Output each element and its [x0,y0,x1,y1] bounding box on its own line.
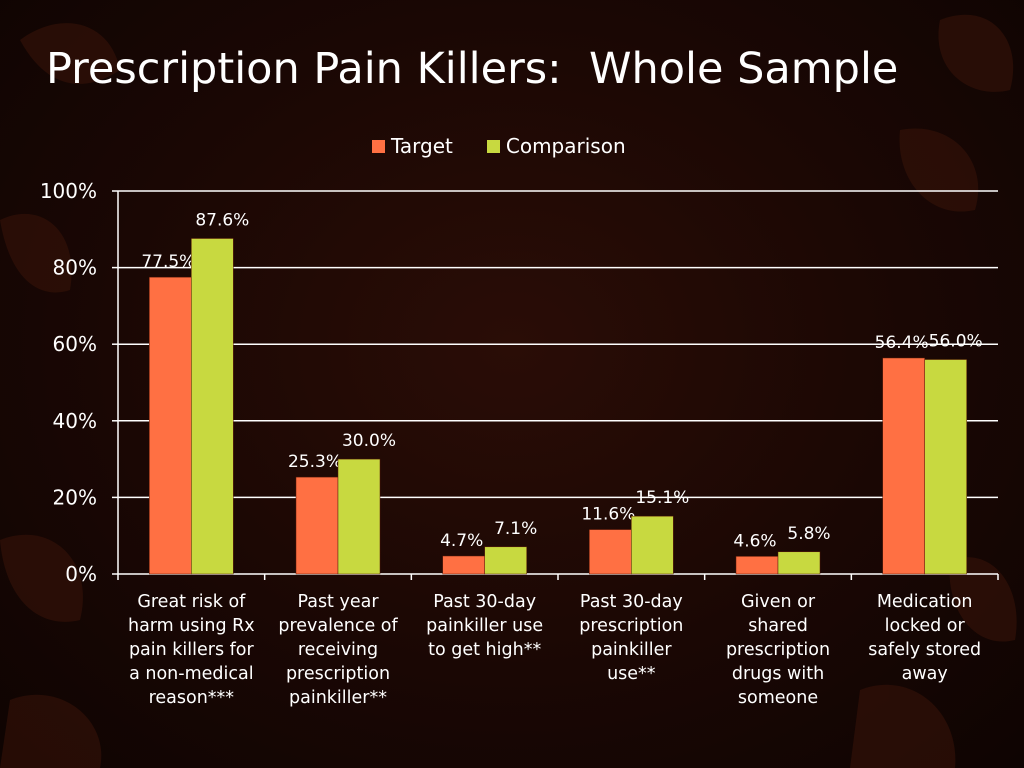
x-category-label-line: painkiller use [426,616,543,636]
x-category-label-line: prescription [286,664,390,684]
data-label: 11.6% [581,505,635,525]
x-category-label-line: receiving [298,640,378,660]
x-category-label-line: painkiller [591,640,672,660]
x-category-label: Medication locked or safely stored away [868,592,981,684]
y-tick-label: 0% [65,562,97,586]
x-category-label-line: to get high** [428,640,541,660]
bar-comparison [191,238,234,575]
x-category-label: Great risk of harm using Rx pain killers f… [128,592,255,708]
bar-comparison [924,359,967,575]
legend-swatch-target [372,139,385,153]
bar-comparison [484,546,527,575]
x-category-label-line: safely stored [868,640,981,660]
x-category-label-line: Medication [877,592,973,612]
x-category-label-line: prescription [726,640,830,660]
data-label: 4.7% [440,531,483,551]
x-category-label: Past year prevalence of receiving prescript… [278,592,398,708]
legend-item-target: Target [372,134,453,158]
x-category-label-line: drugs with [732,664,824,684]
data-label: 56.0% [929,332,983,352]
y-tick-label: 100% [40,179,97,203]
x-category-label-line: someone [738,688,818,708]
bar-target [149,276,192,575]
y-tick-label: 40% [53,409,97,433]
x-category-label: Given or shared prescription drugs with some… [726,592,830,708]
x-category-label-line: Given or [741,592,816,612]
bar-target [589,529,632,575]
x-category-label-line: Great risk of [137,592,246,612]
x-category-label-line: prevalence of [278,616,398,636]
x-category-label-line: Past year [297,592,379,612]
legend-swatch-comparison [486,139,500,153]
page-title: Prescription Pain Killers: Whole Sample [46,44,899,94]
bar-target [442,555,485,575]
x-category-label: Past 30-day painkiller use to get high** [426,592,543,660]
data-label: 77.5% [141,252,195,272]
data-label: 5.8% [787,524,830,544]
x-category-label-line: painkiller** [289,688,387,708]
x-category-label-line: reason*** [149,688,235,708]
data-label: 30.0% [342,431,396,451]
legend-item-comparison: Comparison [486,134,626,158]
x-category-label-line: Past 30-day [433,592,536,612]
x-category-label-line: harm using Rx [128,616,255,636]
x-category-label-line: a non-medical [129,664,253,684]
x-category-label-line: pain killers for [129,640,255,660]
data-label: 25.3% [288,452,342,472]
legend-label-comparison: Comparison [505,134,626,158]
x-category-label: Past 30-day prescription painkiller use** [579,592,683,684]
bar-target [882,357,925,575]
bar-target [735,556,779,575]
x-category-label-line: away [902,664,948,684]
data-label: 56.4% [875,333,929,353]
x-category-label-line: Past 30-day [580,592,683,612]
y-tick-label: 80% [53,256,97,280]
data-label: 4.6% [733,531,776,551]
data-label: 15.1% [635,488,689,508]
data-label: 87.6% [195,210,249,230]
y-tick-label: 60% [53,332,97,356]
bar-target [295,476,339,575]
bar-comparison [777,551,821,575]
x-category-label-line: prescription [579,616,683,636]
x-category-label-line: use** [607,664,656,684]
x-category-label-line: shared [748,616,808,636]
data-label: 7.1% [494,519,537,539]
bar-comparison [631,515,674,575]
chart-legend: Target Comparison [372,133,660,159]
bar-comparison [337,458,381,575]
legend-label-target: Target [391,134,453,158]
x-category-label-line: locked or [885,616,966,636]
y-tick-label: 20% [53,485,97,509]
